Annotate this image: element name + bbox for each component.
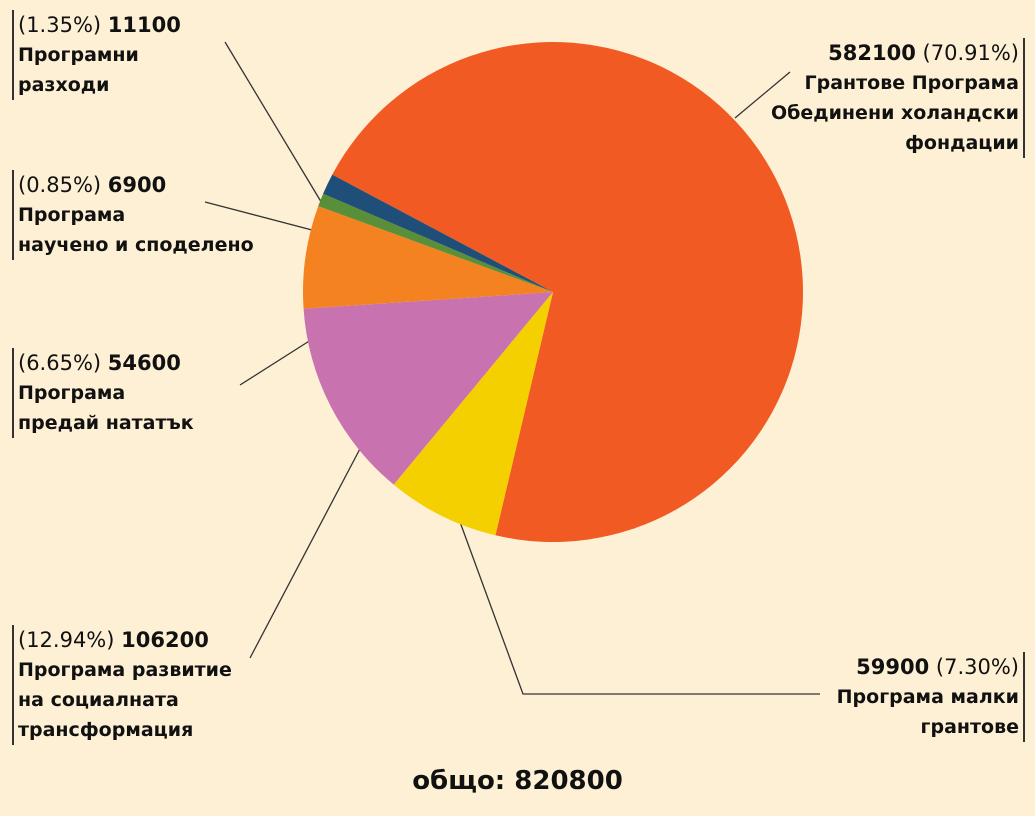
percent-label: (12.94%) (18, 628, 115, 652)
leader-line (204, 201, 313, 231)
slice-label: (12.94%) 106200 Програма развитие на соци… (12, 625, 232, 745)
label-head: 59900 (7.30%) (837, 652, 1019, 682)
pie-slice (393, 292, 553, 536)
pie-slice (332, 41, 803, 542)
value-label: 59900 (856, 655, 930, 679)
slice-label: 59900 (7.30%) Програма малки грантове (837, 652, 1025, 742)
percent-label: (70.91%) (922, 41, 1019, 65)
category-label: Програмни разходи (18, 44, 139, 96)
percent-label: (1.35%) (18, 13, 102, 37)
leader-line (224, 41, 324, 206)
pie-slice (318, 193, 553, 292)
category-label: Грантове Програма Обединени холандски фо… (770, 72, 1019, 154)
category-label: Програма научено и споделено (18, 204, 254, 256)
leader-line (734, 71, 791, 119)
slice-label: 582100 (70.91%) Грантове Програма Обедине… (771, 38, 1025, 158)
slice-label: (0.85%) 6900 Програма научено и споделено (12, 170, 254, 260)
leader-line (249, 444, 363, 659)
value-label: 11100 (107, 13, 181, 37)
label-head: (12.94%) 106200 (18, 625, 232, 655)
value-label: 106200 (121, 628, 209, 652)
category-label: Програма предай нататък (18, 382, 194, 434)
slice-label: (1.35%) 11100 Програмни разходи (12, 10, 181, 100)
slice-label: (6.65%) 54600 Програма предай нататък (12, 348, 194, 438)
category-label: Програма малки грантове (836, 686, 1019, 738)
percent-label: (6.65%) (18, 351, 102, 375)
value-label: 582100 (828, 41, 916, 65)
label-head: (6.65%) 54600 (18, 348, 194, 378)
pie-slice (303, 292, 553, 485)
percent-label: (0.85%) (18, 173, 102, 197)
pie-slice (323, 174, 553, 292)
value-label: 54600 (107, 351, 181, 375)
value-label: 6900 (107, 173, 167, 197)
percent-label: (7.30%) (935, 655, 1019, 679)
label-head: (0.85%) 6900 (18, 170, 254, 200)
pie-slice (303, 206, 553, 309)
leader-line (239, 337, 315, 386)
total-label: общо: 820800 (412, 766, 623, 796)
category-label: Програма развитие на социалната трансфор… (18, 659, 232, 741)
leader-lines (204, 41, 820, 695)
label-head: 582100 (70.91%) (771, 38, 1019, 68)
label-head: (1.35%) 11100 (18, 10, 181, 40)
leader-line (459, 521, 820, 695)
